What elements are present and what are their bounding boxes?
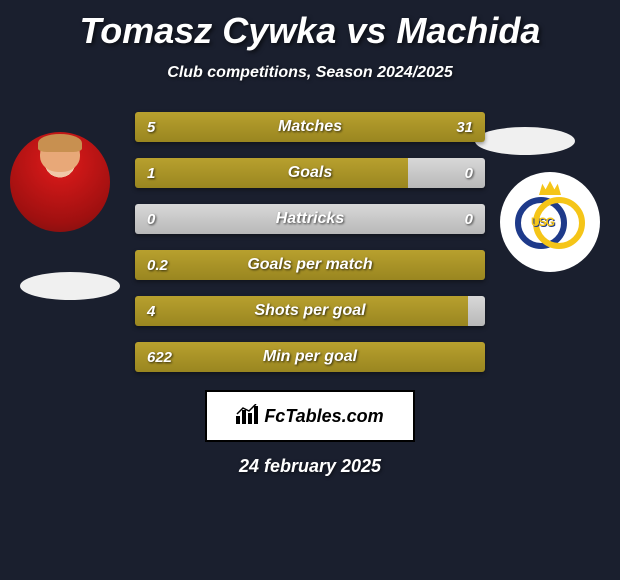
stat-row: 531Matches: [135, 112, 485, 142]
flag-right-oval: [475, 127, 575, 155]
stat-label: Goals per match: [135, 250, 485, 280]
stat-row: 4Shots per goal: [135, 296, 485, 326]
stat-label: Goals: [135, 158, 485, 188]
player1-avatar: [10, 132, 110, 232]
player2-crest: USG: [500, 172, 600, 272]
crest-body: USG: [515, 187, 585, 257]
snapshot-date: 24 february 2025: [0, 456, 620, 477]
subtitle: Club competitions, Season 2024/2025: [0, 64, 620, 82]
brand-text: FcTables.com: [264, 406, 383, 427]
comparison-content: USG 531Matches 10Goals 00Hattricks 0.2Goals…: [0, 112, 620, 477]
stat-bars: 531Matches 10Goals 00Hattricks 0.2Goals per…: [135, 112, 485, 372]
crest-letters: USG: [531, 215, 554, 229]
flag-left-oval: [20, 272, 120, 300]
stat-label: Min per goal: [135, 342, 485, 372]
stat-label: Shots per goal: [135, 296, 485, 326]
player1-name: Tomasz Cywka: [80, 10, 337, 51]
stat-row: 10Goals: [135, 158, 485, 188]
stat-row: 0.2Goals per match: [135, 250, 485, 280]
stat-label: Matches: [135, 112, 485, 142]
crown-icon: [539, 181, 561, 195]
stat-row: 622Min per goal: [135, 342, 485, 372]
player2-name: Machida: [396, 10, 540, 51]
comparison-title: Tomasz Cywka vs Machida: [0, 0, 620, 52]
stat-row: 00Hattricks: [135, 204, 485, 234]
brand-logo-icon: [236, 404, 258, 428]
brand-box: FcTables.com: [205, 390, 415, 442]
vs-text: vs: [346, 10, 386, 51]
stat-label: Hattricks: [135, 204, 485, 234]
